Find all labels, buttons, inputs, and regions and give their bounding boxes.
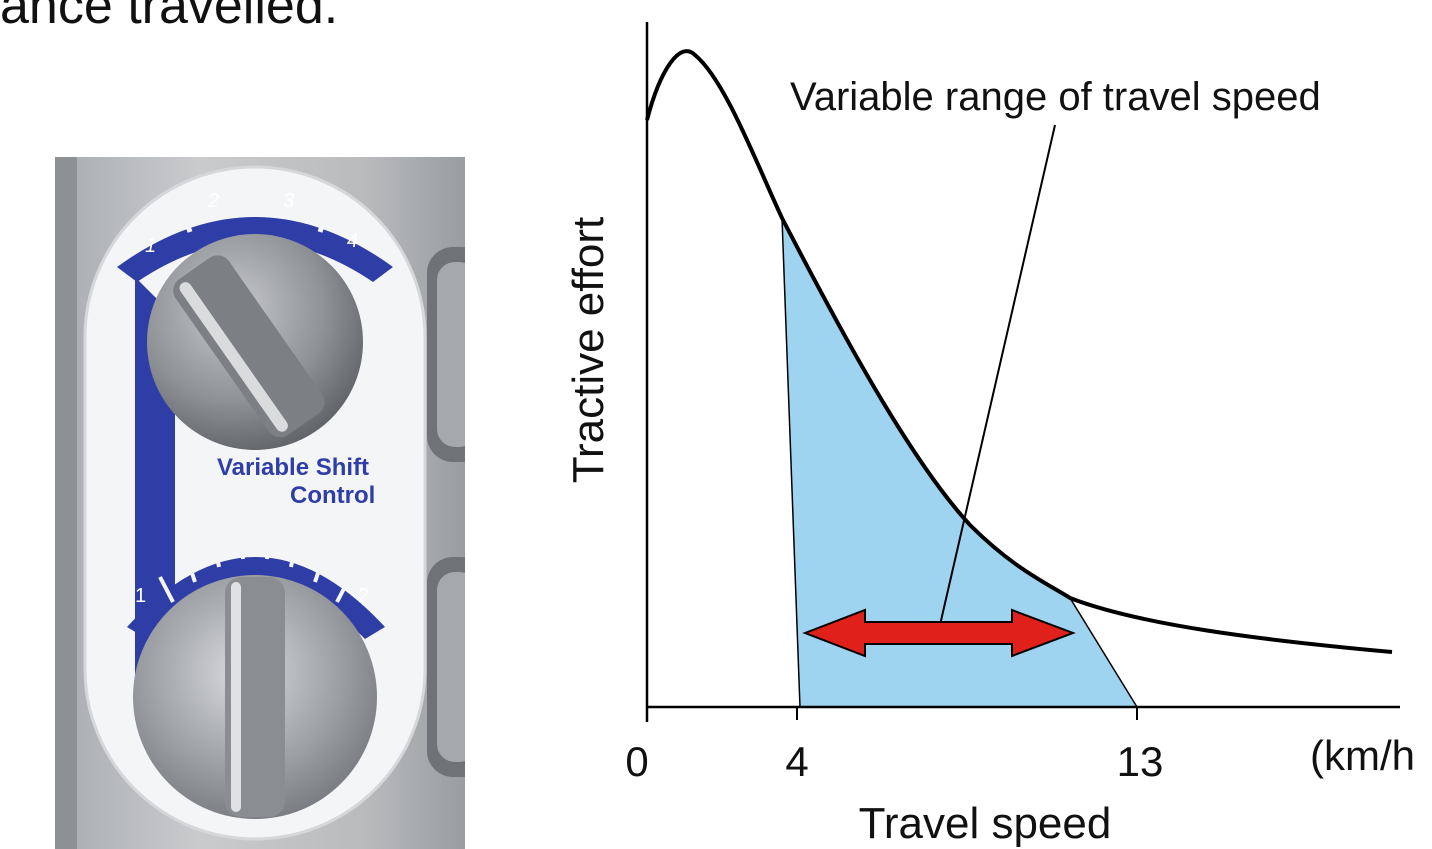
variable-shift-control-photo: 1 2 3 4 Variable Shift Control 1 2	[55, 157, 465, 849]
bottom-dial-mark-2: 2	[358, 585, 369, 607]
x-axis-label: Travel speed	[859, 799, 1112, 848]
caption-fragment: ance travelled.	[0, 0, 339, 35]
x-unit-label: (km/h	[1310, 732, 1415, 779]
bottom-dial-mark-1: 1	[135, 585, 146, 607]
top-dial-mark-4: 4	[347, 230, 358, 252]
top-dial-mark-2: 2	[207, 190, 219, 212]
annotation-leader-line	[939, 124, 1056, 626]
panel-label-line2: Control	[290, 482, 375, 509]
x-tick-0: 0	[625, 738, 648, 785]
panel-label-line1: Variable Shift	[217, 454, 369, 481]
range-double-arrow	[802, 608, 1076, 658]
top-dial-mark-3: 3	[283, 190, 294, 212]
x-tick-13: 13	[1117, 738, 1164, 785]
tractive-effort-chart: Variable range of travel speed 0 4 13 (k…	[564, 22, 1415, 848]
tractive-effort-curve	[645, 49, 1393, 654]
x-tick-4: 4	[785, 738, 808, 785]
annotation-label: Variable range of travel speed	[790, 75, 1321, 119]
top-dial-mark-1: 1	[145, 235, 156, 257]
y-axis-label: Tractive effort	[564, 217, 613, 484]
